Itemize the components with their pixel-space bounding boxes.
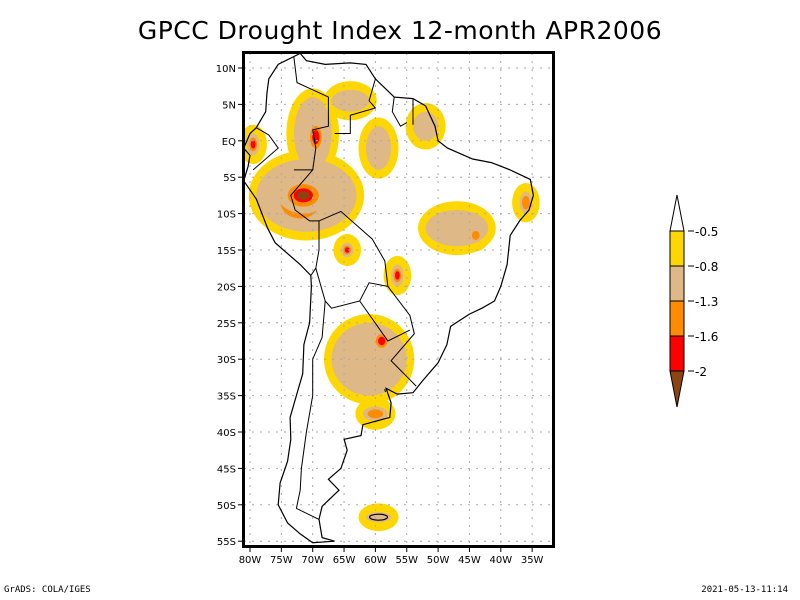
- colorbar-legend: -0.5 -0.8 -1.3 -1.6 -2: [669, 194, 718, 408]
- country-border: [310, 267, 317, 276]
- lon-tick-label: 35W: [521, 555, 544, 566]
- lat-tick-label: 45S: [217, 464, 236, 475]
- drought-patch-mato-grosso-sul-m1_6: [394, 271, 400, 280]
- footer-timestamp: 2021-05-13-11:14: [701, 585, 788, 595]
- lon-tick-label: 80W: [239, 555, 262, 566]
- lon-tick-label: 55W: [395, 555, 418, 566]
- lat-tick-label: 5N: [222, 100, 236, 111]
- drought-patch-pernambuco-m1_3: [521, 195, 530, 210]
- colorbar-label: -0.5: [695, 225, 718, 239]
- footer-credit: GrADS: COLA/IGES: [4, 585, 91, 595]
- lat-tick-label: 20S: [217, 282, 236, 293]
- colorbar-upper-arrow: [669, 194, 685, 232]
- country-border: [293, 57, 329, 170]
- country-border: [359, 300, 411, 342]
- colorbar-lower-arrow: [669, 370, 685, 408]
- drought-patch-ecuador-m1_6: [250, 140, 256, 149]
- lat-tick-label: 25S: [217, 319, 236, 330]
- country-border: [315, 220, 388, 309]
- drought-patch-rondonia-bolivia-m1_6: [344, 247, 350, 253]
- country-border: [295, 300, 326, 520]
- lon-tick-label: 45W: [458, 555, 481, 566]
- drought-patch-paraguay-m1_6: [378, 336, 386, 346]
- lon-tick-label: 70W: [301, 555, 324, 566]
- country-border: [334, 78, 377, 134]
- lat-tick-label: 5S: [223, 173, 236, 184]
- lat-tick-label: EQ: [222, 137, 236, 148]
- colorbar-band: [669, 230, 685, 267]
- drought-patch-argentina-north-m0_8: [331, 322, 407, 396]
- country-border: [384, 388, 386, 393]
- country-border: [252, 127, 279, 171]
- lat-tick-label: 35S: [217, 392, 236, 403]
- lon-tick-label: 60W: [364, 555, 387, 566]
- country-border: [391, 97, 408, 127]
- colorbar-band: [669, 265, 685, 302]
- lat-tick-label: 30S: [217, 355, 236, 366]
- lat-tick-label: 40S: [217, 428, 236, 439]
- colorbar-band: [669, 335, 685, 372]
- drought-patch-guyana-coast-m0_8: [413, 111, 439, 141]
- drought-patch-bahia-tan2-m1_3: [471, 230, 480, 240]
- lat-tick-label: 50S: [217, 501, 236, 512]
- lat-tick-label: 10N: [216, 64, 236, 75]
- drought-patch-venezuela-m0_8: [331, 89, 370, 112]
- lon-tick-label: 40W: [489, 555, 512, 566]
- lon-tick-label: 75W: [270, 555, 293, 566]
- longitude-axis: 80W 75W 70W 65W 60W 55W 50W 45W 40W 35W: [239, 546, 544, 566]
- map-title: GPCC Drought Index 12-month APR2006: [137, 16, 663, 45]
- coastlines-and-borders: [244, 53, 535, 544]
- lat-tick-label: 15S: [217, 246, 236, 257]
- drought-contour-fills: [244, 81, 540, 532]
- colorbar-label: -0.8: [695, 260, 718, 274]
- colorbar-band: [669, 300, 685, 337]
- colorbar-label: -1.6: [695, 330, 718, 344]
- map-gridlines: [244, 53, 553, 546]
- south-america-coastline: [244, 53, 535, 544]
- latitude-axis: 10N 5N EQ 5S 10S 15S 20S 25S 30S 35S 40S 45S 50S 55S: [216, 64, 244, 548]
- country-border: [290, 169, 417, 387]
- colorbar-label: -1.3: [695, 295, 718, 309]
- drought-patch-amazon-west-m2: [297, 191, 310, 200]
- drought-patch-roraima-m0_8: [365, 126, 392, 170]
- lat-tick-label: 10S: [217, 210, 236, 221]
- lon-tick-label: 65W: [333, 555, 356, 566]
- map-frame: [242, 51, 555, 548]
- colorbar-label: -2: [695, 365, 707, 379]
- lon-tick-label: 50W: [427, 555, 450, 566]
- lat-tick-label: 55S: [217, 537, 236, 548]
- falkland-islands: [368, 513, 389, 521]
